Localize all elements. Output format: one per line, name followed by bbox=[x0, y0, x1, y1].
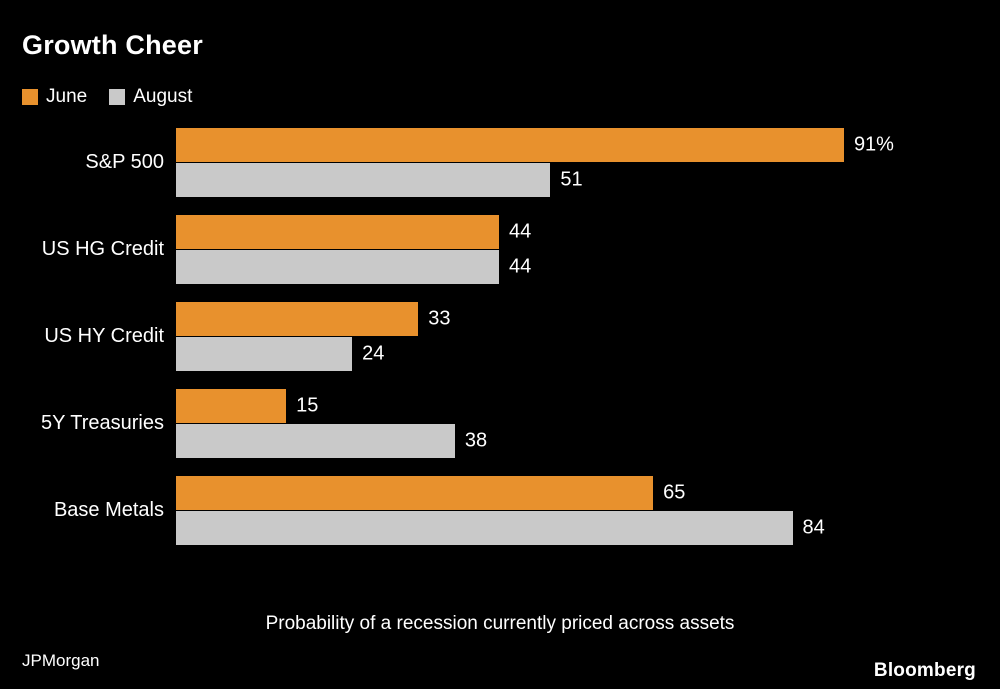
bar-row-june: 15 bbox=[176, 388, 1000, 423]
bar-group-us-hy-credit: US HY Credit 33 24 bbox=[0, 301, 1000, 371]
bar-group-sp500: S&P 500 91% 51 bbox=[0, 127, 1000, 197]
chart-title: Growth Cheer bbox=[22, 30, 203, 60]
bar-row-august: 44 bbox=[176, 249, 1000, 284]
bar-june bbox=[176, 127, 844, 162]
value-label: 91% bbox=[853, 133, 894, 155]
bar-june bbox=[176, 475, 654, 510]
bar-august bbox=[176, 510, 793, 545]
value-label: 33 bbox=[428, 307, 451, 329]
bar-august bbox=[176, 336, 353, 371]
legend-item-june: June bbox=[22, 86, 87, 108]
category-label: US HG Credit bbox=[41, 237, 164, 260]
value-label: 65 bbox=[663, 481, 686, 503]
value-label: 38 bbox=[464, 429, 488, 451]
bar-row-june: 44 bbox=[176, 214, 1000, 249]
bar-chart: S&P 500 91% 51 US HG Credit bbox=[0, 127, 1000, 562]
chart-caption: Probability of a recession currently pri… bbox=[265, 613, 735, 634]
category-label: 5Y Treasuries bbox=[40, 411, 164, 434]
bar-row-august: 84 bbox=[176, 510, 1000, 545]
bar-group-5y-treasuries: 5Y Treasuries 15 38 bbox=[0, 388, 1000, 458]
legend-item-august: August bbox=[109, 86, 192, 108]
value-label: 24 bbox=[362, 342, 385, 364]
category-label: US HY Credit bbox=[44, 324, 164, 347]
bar-june bbox=[176, 388, 287, 423]
bar-august bbox=[176, 423, 455, 458]
bar-june bbox=[176, 214, 499, 249]
source-label: JPMorgan bbox=[22, 651, 100, 670]
bar-group-base-metals: Base Metals 65 84 bbox=[0, 475, 1000, 545]
value-label: 51 bbox=[560, 168, 583, 190]
value-label: 44 bbox=[508, 255, 532, 277]
bar-row-june: 65 bbox=[176, 475, 1000, 510]
category-label: S&P 500 bbox=[85, 150, 164, 173]
legend: June August bbox=[22, 86, 192, 108]
value-label: 15 bbox=[296, 394, 319, 416]
bar-row-august: 51 bbox=[176, 162, 1000, 197]
bar-june bbox=[176, 301, 419, 336]
bar-row-august: 24 bbox=[176, 336, 1000, 371]
legend-swatch-august-icon bbox=[109, 89, 126, 105]
bloomberg-logo: Bloomberg bbox=[873, 660, 976, 681]
legend-label-june: June bbox=[46, 86, 88, 107]
bar-row-june: 33 bbox=[176, 301, 1000, 336]
bar-row-june: 91% bbox=[176, 127, 1000, 162]
bar-august bbox=[176, 162, 551, 197]
value-label: 44 bbox=[508, 220, 532, 242]
legend-label-august: August bbox=[133, 86, 193, 107]
category-label: Base Metals bbox=[53, 498, 164, 521]
bar-august bbox=[176, 249, 499, 284]
legend-swatch-june-icon bbox=[22, 89, 38, 105]
value-label: 84 bbox=[802, 516, 825, 538]
bar-row-august: 38 bbox=[176, 423, 1000, 458]
bar-group-us-hg-credit: US HG Credit 44 44 bbox=[0, 214, 1000, 284]
